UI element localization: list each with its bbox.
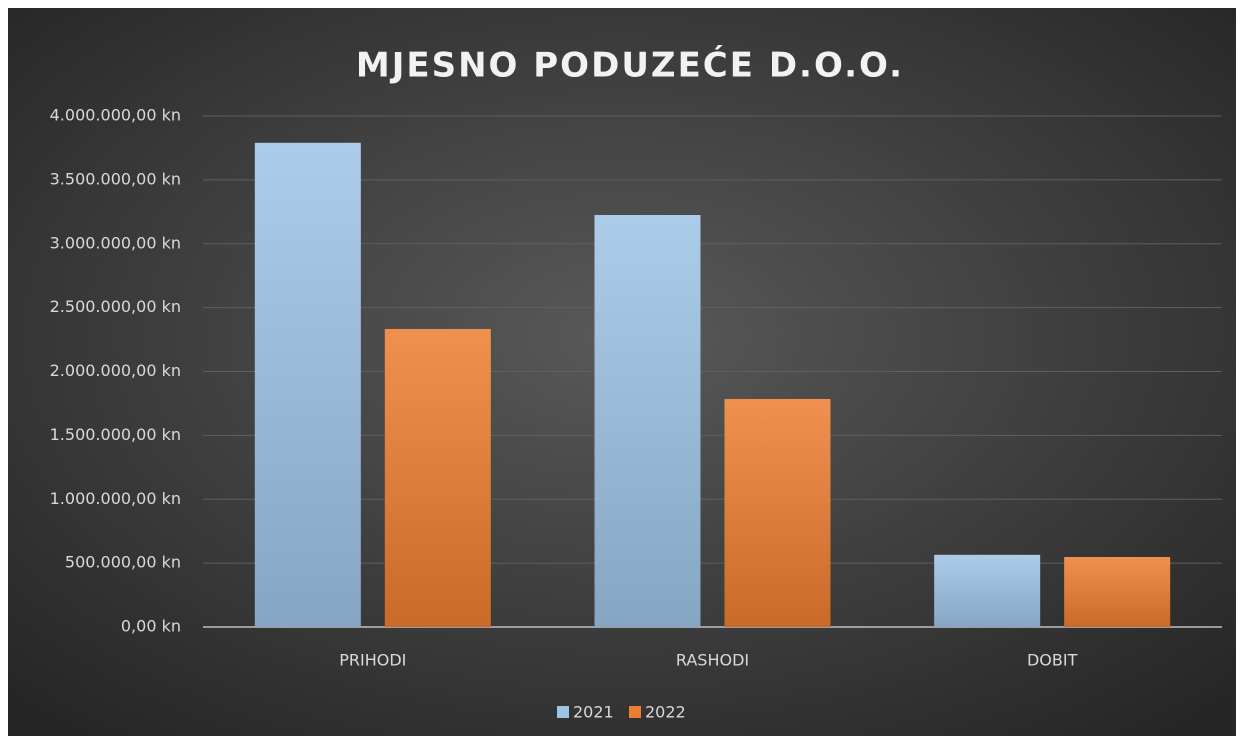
y-tick-label: 3.500.000,00 kn [50, 169, 181, 188]
y-tick-label: 3.000.000,00 kn [50, 233, 181, 252]
x-tick-label: PRIHODI [339, 651, 406, 670]
y-tick-label: 500.000,00 kn [65, 553, 181, 572]
legend-label: 2022 [645, 703, 686, 722]
y-tick-label: 1.500.000,00 kn [50, 425, 181, 444]
y-tick-label: 2.500.000,00 kn [50, 297, 181, 316]
bar [594, 215, 701, 627]
bar [934, 554, 1041, 627]
y-tick-label: 4.000.000,00 kn [50, 106, 181, 125]
y-tick-label: 1.000.000,00 kn [50, 489, 181, 508]
bar [384, 328, 491, 627]
bar [1064, 556, 1171, 627]
legend-swatch [557, 706, 569, 718]
chart-title: MJESNO PODUZEĆE D.O.O. [356, 45, 904, 86]
x-tick-label: DOBIT [1027, 651, 1078, 670]
legend-swatch [629, 706, 641, 718]
y-tick-label: 2.000.000,00 kn [50, 361, 181, 380]
legend-label: 2021 [573, 703, 614, 722]
x-tick-label: RASHODI [676, 651, 749, 670]
y-tick-label: 0,00 kn [121, 617, 181, 636]
bar [724, 398, 831, 627]
bar [254, 142, 361, 627]
